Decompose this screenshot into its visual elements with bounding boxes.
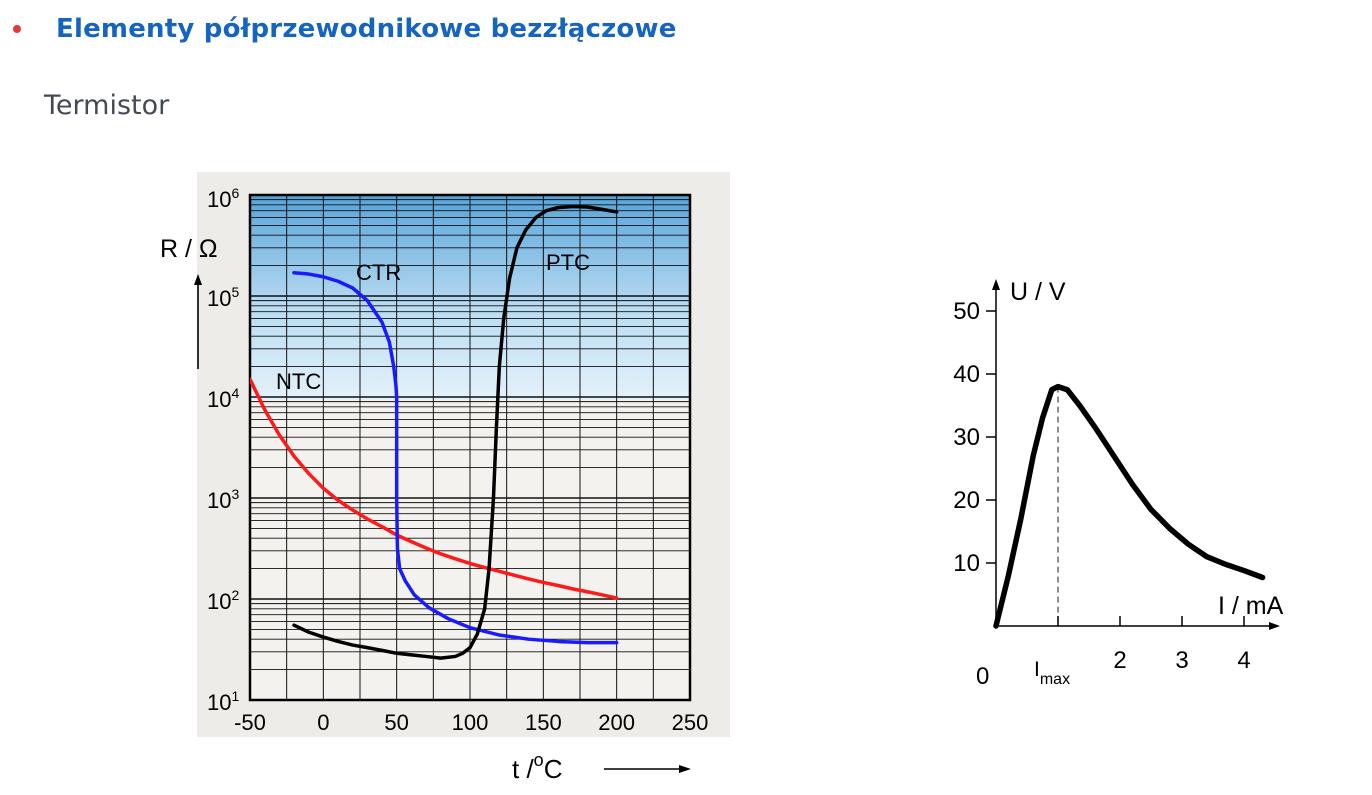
series-label-ctr: CTR: [356, 260, 401, 285]
y-tick-label: 106: [207, 185, 239, 212]
y-tick-label: 103: [207, 486, 239, 513]
x-tick-label: 50: [384, 710, 408, 735]
y-tick-label: 102: [207, 587, 239, 614]
bullet-icon: [12, 24, 22, 34]
series-label-ntc: NTC: [276, 369, 321, 394]
x-tick-label: 0: [317, 710, 329, 735]
x-axis-title: t /oC: [512, 750, 562, 784]
page-title: Elementy półprzewodnikowe bezzłączowe: [56, 14, 677, 44]
x-tick-label: 200: [598, 710, 635, 735]
y-tick-label: 101: [207, 688, 239, 715]
x-tick-label: 100: [452, 710, 489, 735]
section-subtitle: Termistor: [44, 90, 170, 121]
x-axis-arrowhead: [679, 765, 691, 773]
series-line-ptc: [292, 204, 619, 660]
x-tick-label: 250: [672, 710, 709, 735]
y-axis-title: R / Ω: [160, 235, 218, 263]
series-label-ptc: PTC: [546, 250, 590, 275]
series-line-ctr: [292, 270, 619, 645]
series-line-ntc: [250, 377, 619, 600]
y-tick-label: 105: [207, 284, 239, 311]
y-tick-label: 104: [207, 385, 239, 412]
x-tick-label: 150: [525, 710, 562, 735]
x-tick-label: -50: [234, 710, 266, 735]
y-axis-arrowhead: [194, 274, 202, 285]
